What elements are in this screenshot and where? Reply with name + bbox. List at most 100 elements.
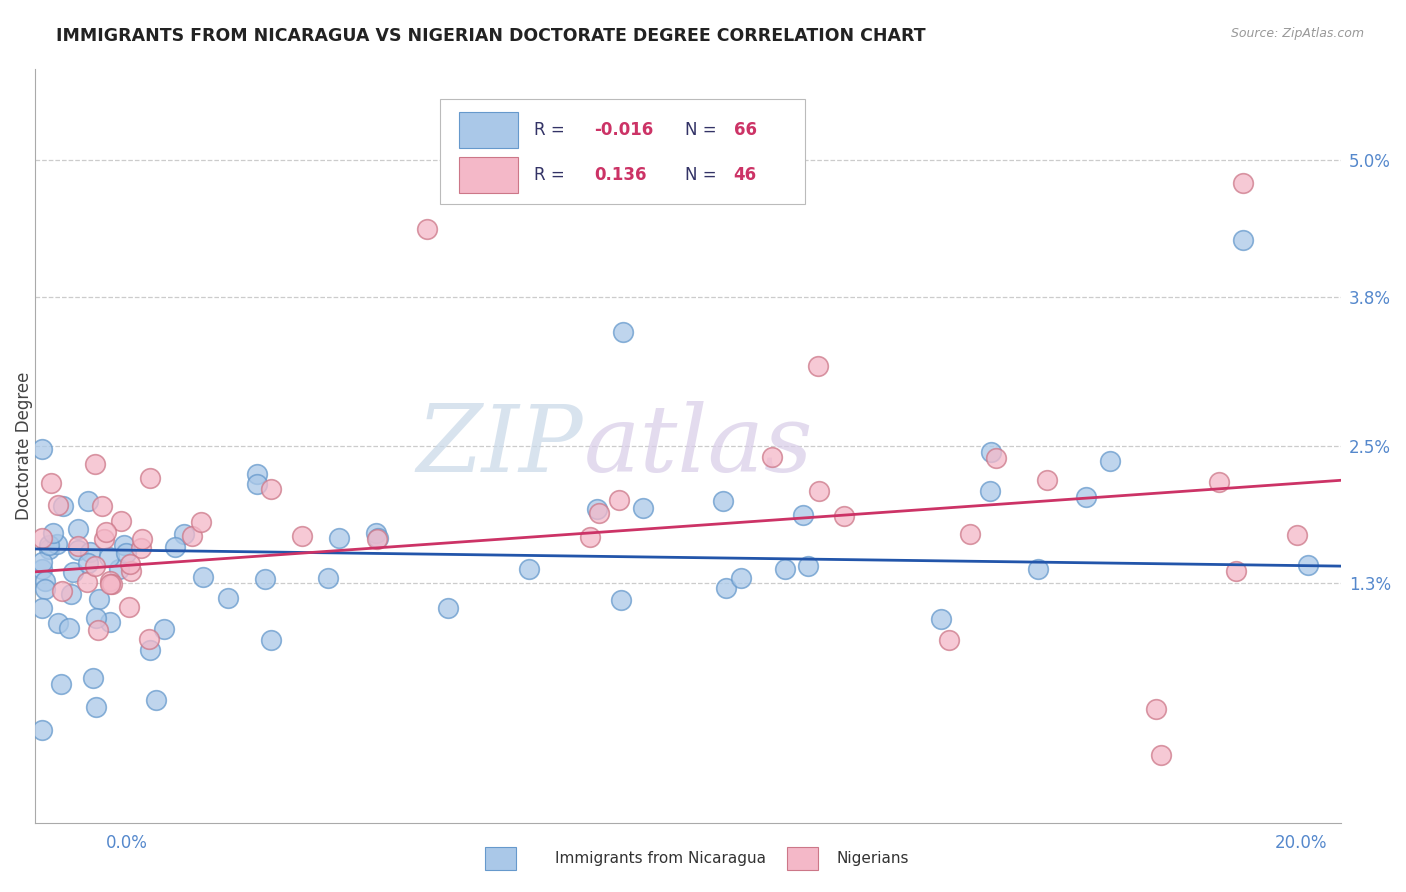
- Point: [153, 622, 176, 636]
- Point: [34, 574, 56, 588]
- Point: [808, 484, 831, 499]
- Point: [1076, 490, 1098, 504]
- Point: [66, 543, 89, 558]
- Point: [39, 476, 62, 491]
- Point: [93, 532, 115, 546]
- Point: [979, 484, 1001, 499]
- Point: [87, 591, 110, 606]
- Point: [97, 549, 120, 564]
- Point: [77, 557, 100, 571]
- Text: Source: ZipAtlas.com: Source: ZipAtlas.com: [1230, 27, 1364, 40]
- Text: R =: R =: [534, 166, 569, 184]
- Point: [517, 562, 540, 576]
- Text: IMMIGRANTS FROM NICARAGUA VS NIGERIAN DOCTORATE DEGREE CORRELATION CHART: IMMIGRANTS FROM NICARAGUA VS NIGERIAN DO…: [56, 27, 927, 45]
- Point: [217, 591, 239, 606]
- Point: [83, 558, 105, 573]
- Point: [82, 671, 104, 685]
- Point: [86, 700, 108, 714]
- Point: [31, 723, 53, 737]
- Point: [585, 501, 607, 516]
- Point: [1285, 528, 1308, 542]
- Point: [58, 621, 80, 635]
- Point: [436, 600, 458, 615]
- Bar: [460, 157, 519, 193]
- Point: [66, 539, 89, 553]
- Text: 0.0%: 0.0%: [105, 834, 148, 852]
- Point: [46, 498, 69, 512]
- Point: [1150, 747, 1173, 762]
- Point: [366, 533, 388, 547]
- Point: [254, 572, 277, 586]
- Point: [118, 599, 141, 614]
- Point: [1208, 475, 1230, 489]
- Point: [364, 526, 387, 541]
- Point: [609, 593, 631, 607]
- Point: [631, 500, 654, 515]
- Text: atlas: atlas: [583, 401, 813, 491]
- Point: [163, 541, 186, 555]
- Point: [792, 508, 814, 522]
- Point: [191, 569, 214, 583]
- Text: 46: 46: [734, 166, 756, 184]
- Point: [173, 526, 195, 541]
- Text: -0.016: -0.016: [593, 120, 652, 138]
- Text: N =: N =: [685, 120, 723, 138]
- Point: [91, 499, 114, 513]
- Text: N =: N =: [685, 166, 723, 184]
- Point: [607, 492, 630, 507]
- Point: [588, 506, 610, 520]
- Point: [145, 693, 167, 707]
- Point: [31, 442, 53, 456]
- Point: [190, 516, 212, 530]
- Text: R =: R =: [534, 120, 569, 138]
- Point: [60, 587, 83, 601]
- Point: [31, 562, 53, 576]
- Point: [34, 582, 56, 597]
- Point: [101, 576, 124, 591]
- Point: [246, 467, 269, 481]
- Point: [807, 359, 830, 373]
- Point: [1232, 233, 1254, 247]
- Point: [1296, 558, 1319, 573]
- Point: [929, 612, 952, 626]
- Point: [959, 526, 981, 541]
- Point: [42, 525, 65, 540]
- Point: [318, 571, 340, 585]
- Point: [290, 529, 312, 543]
- Point: [612, 325, 634, 339]
- Point: [980, 445, 1002, 459]
- Point: [579, 530, 602, 544]
- Point: [1036, 473, 1059, 487]
- FancyBboxPatch shape: [440, 99, 806, 204]
- Text: 0.136: 0.136: [593, 166, 647, 184]
- Point: [46, 615, 69, 630]
- Point: [984, 450, 1007, 465]
- Point: [108, 562, 131, 576]
- Point: [1098, 454, 1121, 468]
- Point: [761, 450, 783, 464]
- Point: [98, 576, 121, 591]
- Point: [131, 532, 153, 546]
- Point: [416, 221, 439, 235]
- Text: Immigrants from Nicaragua: Immigrants from Nicaragua: [555, 851, 766, 865]
- Point: [110, 514, 132, 528]
- Point: [38, 541, 60, 556]
- Text: Nigerians: Nigerians: [837, 851, 910, 865]
- Point: [367, 531, 389, 545]
- Point: [138, 642, 160, 657]
- Point: [115, 546, 138, 560]
- Y-axis label: Doctorate Degree: Doctorate Degree: [15, 372, 32, 520]
- Point: [76, 494, 98, 508]
- Point: [1026, 561, 1049, 575]
- Point: [328, 532, 350, 546]
- Point: [31, 555, 53, 569]
- Text: ZIP: ZIP: [416, 401, 583, 491]
- Text: 66: 66: [734, 120, 756, 138]
- Point: [51, 677, 73, 691]
- Point: [31, 532, 53, 546]
- Point: [83, 457, 105, 471]
- Point: [112, 538, 135, 552]
- Point: [260, 483, 283, 497]
- Point: [45, 537, 67, 551]
- Point: [246, 477, 269, 491]
